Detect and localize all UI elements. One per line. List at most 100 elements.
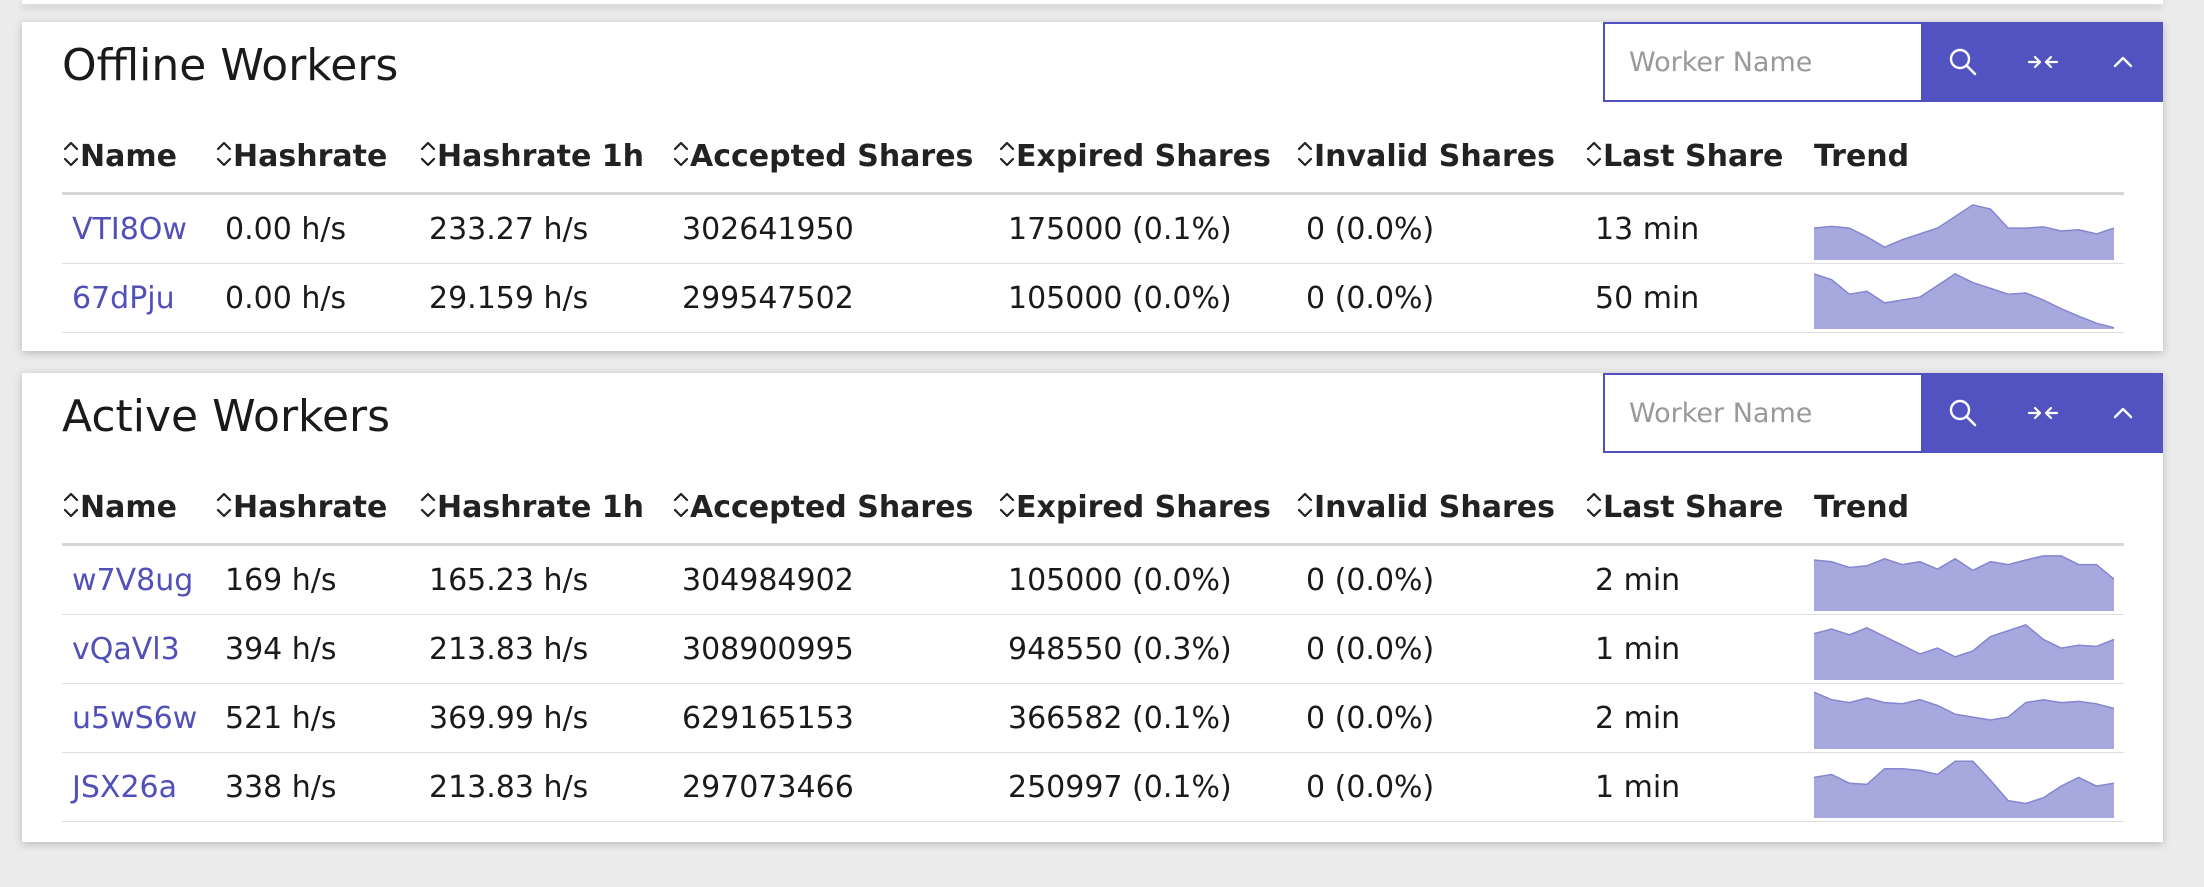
offline-collapse-button[interactable] <box>2003 22 2083 102</box>
sort-icon <box>215 488 233 522</box>
sort-icon <box>672 137 690 171</box>
worker-name-link[interactable]: VTI8Ow <box>72 211 187 247</box>
trend-cell <box>1804 756 2114 818</box>
hashrate-1h-cell: 165.23 h/s <box>429 562 589 598</box>
offline-search-button[interactable] <box>1923 22 2003 102</box>
accepted-shares-cell: 304984902 <box>682 562 854 598</box>
sort-icon <box>419 488 437 522</box>
active-workers-table: Name Hashrate Hashrate 1h Accepted Share… <box>62 471 2124 822</box>
trend-area <box>1814 204 2114 260</box>
table-row: JSX26a 338 h/s 213.83 h/s 297073466 2509… <box>62 753 2124 822</box>
table-row: VTI8Ow 0.00 h/s 233.27 h/s 302641950 175… <box>62 195 2124 264</box>
trend-cell <box>1804 618 2114 680</box>
worker-name-link[interactable]: JSX26a <box>72 769 177 805</box>
invalid-shares-cell: 0 (0.0%) <box>1306 211 1435 247</box>
active-worker-search-input[interactable] <box>1605 396 1911 430</box>
accepted-shares-cell: 629165153 <box>682 700 854 736</box>
hashrate-cell: 0.00 h/s <box>225 280 347 316</box>
trend-line <box>1814 555 2114 580</box>
active-workers-title: Active Workers <box>62 391 391 442</box>
invalid-shares-cell: 0 (0.0%) <box>1306 280 1435 316</box>
accepted-shares-cell: 297073466 <box>682 769 854 805</box>
column-header-name[interactable]: Name <box>62 490 215 525</box>
column-header-hashrate[interactable]: Hashrate <box>215 490 419 525</box>
column-header-trend: Trend <box>1814 489 1910 525</box>
trend-sparkline <box>1814 273 2114 329</box>
collapse-columns-icon <box>2027 406 2059 420</box>
chevron-up-icon <box>2113 56 2133 68</box>
worker-name-link[interactable]: u5wS6w <box>72 700 198 736</box>
column-header-accepted-shares[interactable]: Accepted Shares <box>672 139 998 174</box>
expired-shares-cell: 105000 (0.0%) <box>1008 562 1232 598</box>
trend-cell <box>1804 687 2114 749</box>
last-share-cell: 2 min <box>1595 700 1681 736</box>
expired-shares-cell: 105000 (0.0%) <box>1008 280 1232 316</box>
search-icon <box>1949 48 1977 76</box>
column-header-invalid-shares[interactable]: Invalid Shares <box>1296 139 1585 174</box>
column-header-expired-shares[interactable]: Expired Shares <box>998 490 1296 525</box>
search-icon <box>1949 399 1977 427</box>
column-header-hashrate-1h[interactable]: Hashrate 1h <box>419 139 672 174</box>
worker-name-link[interactable]: 67dPju <box>72 280 175 316</box>
table-row: w7V8ug 169 h/s 165.23 h/s 304984902 1050… <box>62 546 2124 615</box>
trend-line <box>1814 204 2114 249</box>
column-header-hashrate[interactable]: Hashrate <box>215 139 419 174</box>
column-header-invalid-shares[interactable]: Invalid Shares <box>1296 490 1585 525</box>
offline-workers-card: Offline Workers Name Hashrate Hashrate 1… <box>22 22 2163 351</box>
offline-workers-table: Name Hashrate Hashrate 1h Accepted Share… <box>62 120 2124 333</box>
hashrate-cell: 338 h/s <box>225 769 337 805</box>
trend-cell <box>1804 198 2114 260</box>
hashrate-cell: 0.00 h/s <box>225 211 347 247</box>
trend-sparkline <box>1814 624 2114 680</box>
offline-worker-search-input[interactable] <box>1605 45 1911 79</box>
active-search-button[interactable] <box>1923 373 2003 453</box>
trend-cell <box>1804 549 2114 611</box>
column-header-last-share[interactable]: Last Share <box>1585 139 1804 174</box>
active-collapse-button[interactable] <box>2003 373 2083 453</box>
accepted-shares-cell: 302641950 <box>682 211 854 247</box>
sort-icon <box>62 488 80 522</box>
sort-icon <box>215 137 233 171</box>
trend-sparkline <box>1814 760 2114 818</box>
column-header-trend: Trend <box>1814 138 1910 174</box>
hashrate-cell: 521 h/s <box>225 700 337 736</box>
hashrate-1h-cell: 369.99 h/s <box>429 700 589 736</box>
column-header-last-share[interactable]: Last Share <box>1585 490 1804 525</box>
sort-icon <box>998 137 1016 171</box>
column-header-hashrate-1h[interactable]: Hashrate 1h <box>419 490 672 525</box>
last-share-cell: 1 min <box>1595 631 1681 667</box>
invalid-shares-cell: 0 (0.0%) <box>1306 700 1435 736</box>
column-header-accepted-shares[interactable]: Accepted Shares <box>672 490 998 525</box>
hashrate-1h-cell: 233.27 h/s <box>429 211 589 247</box>
table-header-row: Name Hashrate Hashrate 1h Accepted Share… <box>62 120 2124 195</box>
trend-area <box>1814 692 2114 749</box>
offline-search-box <box>1603 22 1923 102</box>
trend-sparkline <box>1814 691 2114 749</box>
hashrate-1h-cell: 213.83 h/s <box>429 631 589 667</box>
hashrate-1h-cell: 29.159 h/s <box>429 280 589 316</box>
collapse-columns-icon <box>2027 55 2059 69</box>
trend-cell <box>1804 267 2114 329</box>
last-share-cell: 2 min <box>1595 562 1681 598</box>
trend-area <box>1814 555 2114 611</box>
sort-icon <box>1585 137 1603 171</box>
active-toggle-button[interactable] <box>2083 373 2163 453</box>
offline-workers-title: Offline Workers <box>62 40 399 91</box>
trend-area <box>1814 761 2114 818</box>
worker-name-link[interactable]: w7V8ug <box>72 562 194 598</box>
sort-icon <box>1296 137 1314 171</box>
worker-name-link[interactable]: vQaVl3 <box>72 631 180 667</box>
column-header-name[interactable]: Name <box>62 139 215 174</box>
accepted-shares-cell: 299547502 <box>682 280 854 316</box>
expired-shares-cell: 948550 (0.3%) <box>1008 631 1232 667</box>
expired-shares-cell: 250997 (0.1%) <box>1008 769 1232 805</box>
sort-icon <box>672 488 690 522</box>
offline-toolbar <box>1603 22 2163 102</box>
expired-shares-cell: 175000 (0.1%) <box>1008 211 1232 247</box>
column-header-expired-shares[interactable]: Expired Shares <box>998 139 1296 174</box>
offline-toggle-button[interactable] <box>2083 22 2163 102</box>
invalid-shares-cell: 0 (0.0%) <box>1306 769 1435 805</box>
trend-area <box>1814 624 2114 680</box>
invalid-shares-cell: 0 (0.0%) <box>1306 562 1435 598</box>
active-workers-card: Active Workers Name Hashrate Hashrate 1h… <box>22 373 2163 842</box>
